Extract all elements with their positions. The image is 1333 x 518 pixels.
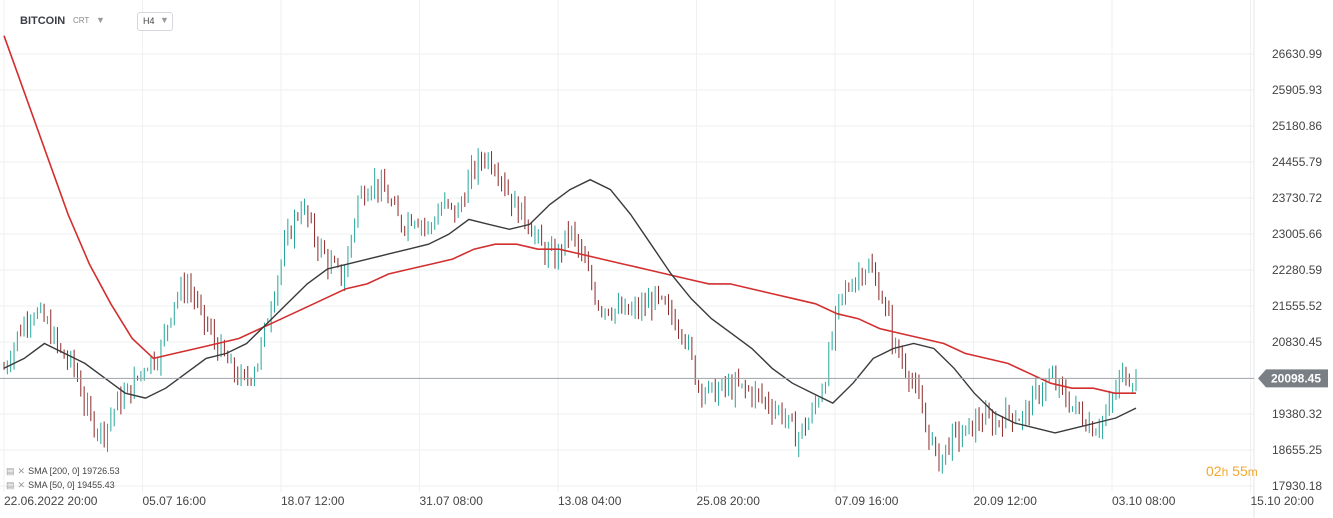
- y-axis-labels: 26630.99 25905.93 25180.86 24455.79 23730.72…: [1272, 47, 1322, 493]
- timer-minutes-unit: m: [1247, 465, 1258, 479]
- timer-hours-unit: h: [1221, 465, 1229, 479]
- close-icon[interactable]: ✕: [17, 465, 26, 476]
- timer-hours: 02: [1206, 463, 1222, 479]
- x-tick-label: 03.10 08:00: [1112, 494, 1176, 508]
- close-icon[interactable]: ✕: [17, 479, 26, 490]
- legend-sma200: ▤ ✕ SMA [200, 0] 19726.53: [6, 465, 120, 477]
- chart-type-selector[interactable]: CRT: [73, 16, 90, 25]
- y-tick-label: 17930.18: [1272, 479, 1322, 493]
- x-tick-label: 20.09 12:00: [974, 494, 1038, 508]
- legend-sma50: ▤ ✕ SMA [50, 0] 19455.43: [6, 479, 115, 491]
- chevron-down-icon: ▼: [160, 15, 169, 25]
- timeframe-label: H4: [143, 16, 155, 26]
- y-tick-label: 23005.66: [1272, 227, 1322, 241]
- current-price-label: 20098.45: [1271, 371, 1321, 385]
- y-tick-label: 23730.72: [1272, 191, 1322, 205]
- candles: [3, 148, 1137, 474]
- legend-sma200-label: SMA [200, 0] 19726.53: [28, 466, 120, 476]
- y-tick-label: 26630.99: [1272, 47, 1322, 61]
- y-tick-label: 25905.93: [1272, 83, 1322, 97]
- sma50-line: [3, 178, 1137, 434]
- x-tick-label: 07.09 16:00: [835, 494, 899, 508]
- symbol-name[interactable]: BITCOIN: [20, 15, 66, 27]
- x-tick-label: 18.07 12:00: [281, 494, 345, 508]
- y-tick-label: 24455.79: [1272, 155, 1322, 169]
- chart-grid: [0, 0, 1254, 492]
- x-tick-label: 13.08 04:00: [558, 494, 622, 508]
- chevron-down-icon[interactable]: ▼: [96, 15, 105, 25]
- candle-countdown: 02h 55m: [1206, 463, 1258, 479]
- y-tick-label: 19380.32: [1272, 407, 1322, 421]
- menu-icon[interactable]: ▤: [6, 479, 15, 490]
- x-tick-label: 25.08 20:00: [697, 494, 761, 508]
- y-tick-label: 22280.59: [1272, 263, 1322, 277]
- x-tick-label: 05.07 16:00: [143, 494, 207, 508]
- menu-icon[interactable]: ▤: [6, 465, 15, 476]
- x-tick-label: 31.07 08:00: [420, 494, 484, 508]
- x-tick-label: 15.10 20:00: [1251, 494, 1315, 508]
- y-tick-label: 20830.45: [1272, 335, 1322, 349]
- current-price-badge: 20098.45: [1258, 369, 1328, 388]
- x-tick-label: 22.06.2022 20:00: [4, 494, 98, 508]
- chart-toolbar: BITCOIN CRT ▼ H4 ▼: [0, 0, 1260, 40]
- y-tick-label: 21555.52: [1272, 299, 1322, 313]
- y-tick-label: 25180.86: [1272, 119, 1322, 133]
- timeframe-selector[interactable]: H4 ▼: [137, 12, 173, 31]
- x-axis-labels: 22.06.2022 20:00 05.07 16:00 18.07 12:00 31…: [4, 494, 1314, 508]
- sma200-line: [3, 35, 1136, 395]
- y-tick-label: 18655.25: [1272, 443, 1322, 457]
- timer-minutes: 55: [1232, 463, 1248, 479]
- legend-sma50-label: SMA [50, 0] 19455.43: [28, 480, 115, 490]
